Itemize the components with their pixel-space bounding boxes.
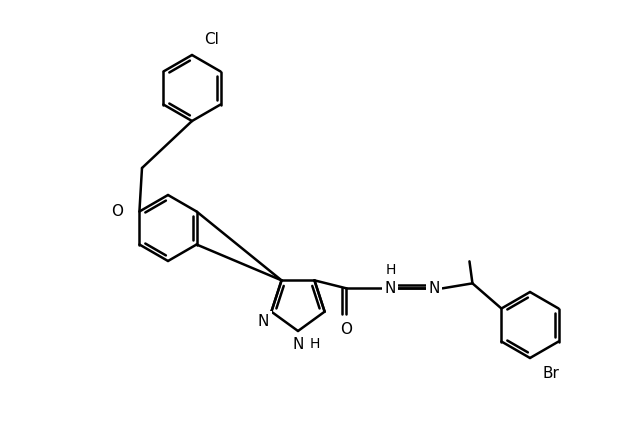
Text: N: N — [429, 281, 440, 296]
Text: O: O — [340, 322, 353, 337]
Text: Cl: Cl — [204, 32, 219, 47]
Text: H: H — [310, 337, 321, 351]
Text: N: N — [258, 314, 269, 328]
Text: O: O — [111, 204, 124, 219]
Text: Br: Br — [542, 366, 559, 381]
Text: N: N — [385, 281, 396, 296]
Text: N: N — [292, 337, 304, 352]
Text: H: H — [385, 263, 396, 277]
